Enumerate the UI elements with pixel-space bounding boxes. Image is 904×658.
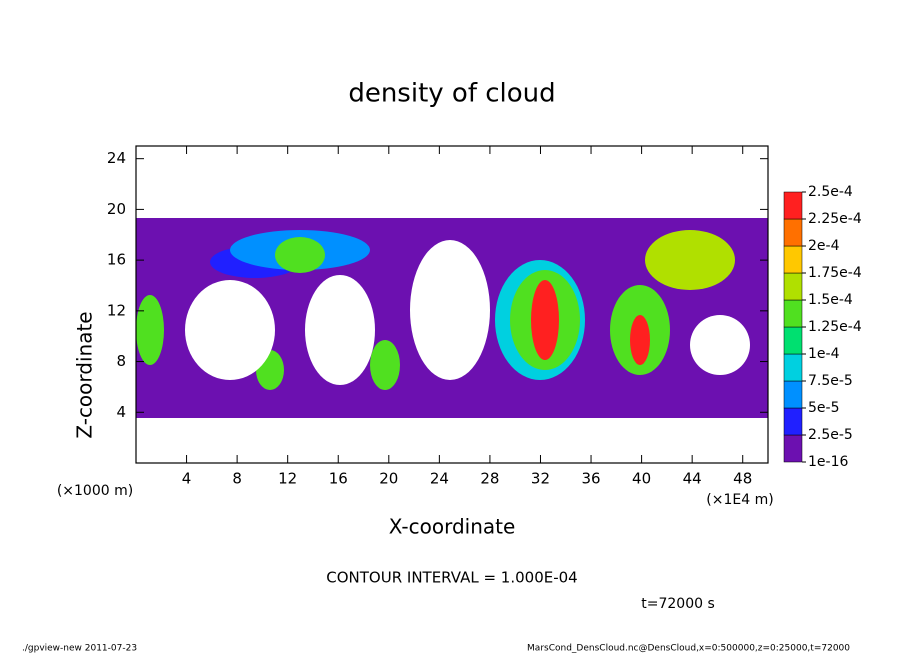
y-axis-label: Z-coordinate (73, 311, 97, 438)
cloud-patch (630, 315, 650, 365)
x-tick-label: 28 (480, 470, 499, 488)
colorbar-segment (783, 218, 803, 247)
clear-area (690, 315, 750, 375)
x-tick-label: 12 (278, 470, 297, 488)
y-tick-label: 12 (107, 301, 126, 319)
colorbar-label: 1e-16 (808, 454, 848, 470)
colorbar-segment (783, 353, 803, 382)
x-tick-label: 8 (232, 470, 242, 488)
colorbar-label: 1.75e-4 (808, 265, 862, 281)
cloud-patch (645, 230, 735, 290)
cloud-patch (370, 340, 400, 390)
y-tick-label: 4 (116, 403, 126, 421)
x-tick-label: 32 (531, 470, 550, 488)
y-tick-label: 20 (107, 200, 126, 218)
x-tick-label: 24 (430, 470, 449, 488)
colorbar-label: 2.5e-4 (808, 184, 853, 200)
footer-left: ./gpview-new 2011-07-23 (22, 644, 137, 654)
colorbar-segment (783, 434, 803, 463)
colorbar-segment (783, 245, 803, 274)
colorbar-label: 2.25e-4 (808, 211, 862, 227)
colorbar-segment (783, 299, 803, 328)
plot-frame (135, 145, 769, 464)
colorbar-label: 7.5e-5 (808, 373, 853, 389)
cloud-patch (275, 237, 325, 273)
time-label: t=72000 s (641, 596, 715, 612)
colorbar-label: 1.5e-4 (808, 292, 853, 308)
colorbar-segment (783, 272, 803, 301)
y-tick-label: 24 (107, 149, 126, 167)
colorbar-label: 5e-5 (808, 400, 839, 416)
contour-interval: CONTOUR INTERVAL = 1.000E-04 (326, 569, 577, 587)
colorbar-segment (783, 191, 803, 220)
x-tick-label: 36 (581, 470, 600, 488)
colorbar-segment (783, 326, 803, 355)
y-tick-label: 16 (107, 251, 126, 269)
x-tick-label: 44 (683, 470, 702, 488)
y-tick-label: 8 (116, 352, 126, 370)
cloud-patch (531, 280, 559, 360)
x-tick-label: 20 (379, 470, 398, 488)
cloud-field (136, 218, 768, 418)
x-tick-label: 4 (182, 470, 192, 488)
colorbar-label: 1e-4 (808, 346, 840, 362)
colorbar-label: 2.5e-5 (808, 427, 853, 443)
x-tick-label: 48 (733, 470, 752, 488)
x-axis-label: X-coordinate (389, 515, 516, 539)
x-unit-right: (×1E4 m) (706, 492, 773, 508)
colorbar-segment (783, 380, 803, 409)
cloud-patch (136, 295, 164, 365)
clear-area (410, 240, 490, 380)
x-tick-label: 40 (632, 470, 651, 488)
x-unit-left: (×1000 m) (57, 483, 133, 499)
x-tick-label: 16 (329, 470, 348, 488)
colorbar-label: 1.25e-4 (808, 319, 862, 335)
colorbar-segment (783, 407, 803, 436)
chart-title: density of cloud (348, 79, 555, 109)
colorbar-label: 2e-4 (808, 238, 840, 254)
clear-area (185, 280, 275, 380)
clear-area (305, 275, 375, 385)
footer-right: MarsCond_DensCloud.nc@DensCloud,x=0:5000… (527, 644, 850, 654)
